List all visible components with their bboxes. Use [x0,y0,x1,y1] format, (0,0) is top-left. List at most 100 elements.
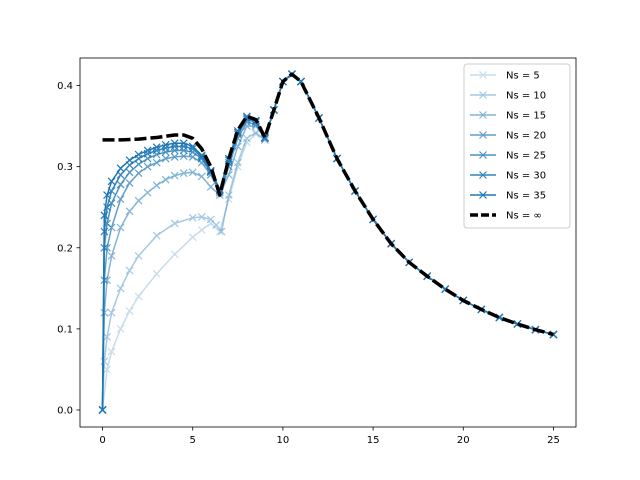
legend-label-8: Ns = ∞ [506,211,542,222]
series-3-marker [206,183,215,191]
series-6-marker [188,144,197,153]
axes-frame [79,57,577,428]
legend-swatch-marker [479,191,487,199]
series-7-marker [107,177,116,186]
x-tick-label: 5 [190,435,196,446]
series-3-marker [125,207,134,216]
x-tick-label: 15 [367,435,380,446]
series-3-marker [152,181,161,190]
series-7-marker [188,142,197,151]
series-1-marker [251,130,260,139]
legend-label-6: Ns = 30 [506,171,546,182]
series-1-marker [116,324,125,333]
y-tick-label: 0.3 [57,162,73,173]
series-1-marker [152,269,161,278]
x-tick-label: 10 [277,435,290,446]
series-8-line [102,72,554,337]
x-tick-label: 25 [547,435,560,446]
series-2-marker [100,357,109,366]
series-1-marker [242,138,251,147]
series-1-marker [260,135,269,144]
legend-label-2: Ns = 10 [506,91,546,102]
series-4-marker [143,162,152,171]
series-4-marker [161,154,170,163]
y-tick-label: 0.1 [57,324,73,335]
series-1-marker [215,227,224,236]
series-3-marker [188,168,197,177]
series-7-marker [103,191,111,199]
legend-swatch-marker [479,111,487,119]
series-3-marker [170,171,179,180]
series-2-marker [152,231,161,240]
series-4-marker [116,195,125,204]
legend-box [463,63,571,229]
legend-swatch-4 [470,131,496,139]
series-5-marker [116,180,125,189]
legend-swatch-1 [470,71,496,79]
series-3-marker [179,169,188,178]
series-2-marker [212,221,221,229]
series-7-marker [161,140,170,149]
series-2-marker [107,308,116,317]
series-4-marker [134,169,143,178]
series-1-marker [233,162,242,171]
series-1-marker [103,365,111,374]
x-tick-label: 20 [457,435,470,446]
legend-label-3: Ns = 15 [506,111,546,122]
series-2-marker [224,191,233,199]
series-2-marker [260,135,269,144]
series-3-marker [161,175,170,184]
series-7-marker [116,164,125,173]
series-1-marker [125,307,134,315]
legend-swatch-marker [479,151,487,159]
plot-area [98,70,558,414]
legend-label-4: Ns = 20 [506,131,546,142]
y-tick-label: 0.4 [57,81,73,92]
series-2-marker [125,266,134,275]
series-1-marker [134,292,143,301]
series-7-marker [100,211,109,220]
series-2-marker [233,158,242,167]
legend-swatch-2 [470,91,496,99]
series-7-marker [134,150,143,159]
series-1-marker [170,250,179,259]
series-2-marker [116,284,125,293]
series-5-marker [125,168,134,177]
legend-swatch-marker [479,71,487,79]
series-4-marker [125,178,134,187]
series-5-marker [134,160,143,169]
series-7-marker [152,143,161,152]
series-3-marker [107,251,116,260]
series-7-marker [125,156,134,165]
y-tick-label: 0.2 [57,243,73,254]
y-tick-label: 0.0 [57,405,73,416]
legend-swatch-marker [479,171,487,179]
series-2-marker [206,215,215,224]
series-7-marker [170,139,179,148]
legend-label-5: Ns = 25 [506,151,546,162]
series-3-marker [134,196,143,205]
series-7-marker [98,406,107,414]
series-2-marker [197,213,206,221]
series-3-marker [143,188,152,197]
series-1-marker [188,233,197,242]
legend-swatch-5 [470,151,496,159]
series-2-marker [103,333,111,341]
series-2-marker [188,213,197,222]
legend-label-1: Ns = 5 [506,71,540,82]
legend-swatch-6 [470,171,496,179]
series-1-marker [224,195,233,204]
legend-swatch-marker [479,91,487,99]
series-4-marker [152,158,161,167]
series-1-marker [206,219,215,228]
legend-label-7: Ns = 35 [506,191,546,202]
legend-swatch-3 [470,111,496,119]
legend-swatch-7 [470,191,496,199]
series-7-marker [197,151,206,160]
series-1-marker [197,226,206,234]
series-4-marker [179,152,188,161]
series-2-marker [170,219,179,228]
series-2-marker [217,227,226,236]
series-4-marker [170,153,179,161]
